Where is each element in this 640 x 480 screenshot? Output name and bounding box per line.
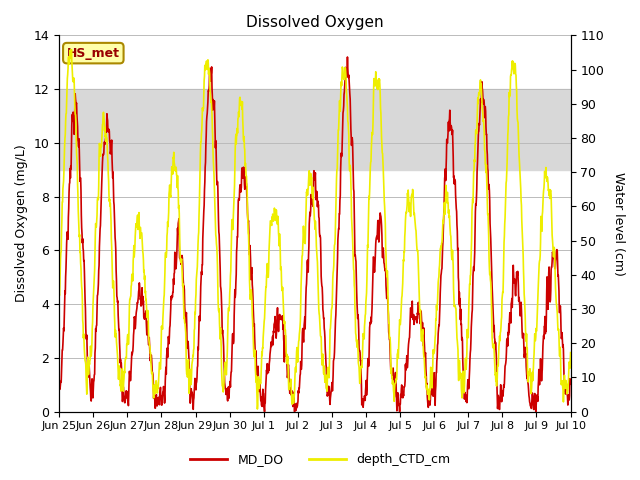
Text: HS_met: HS_met	[67, 47, 120, 60]
Legend: MD_DO, depth_CTD_cm: MD_DO, depth_CTD_cm	[185, 448, 455, 471]
Y-axis label: Water level (cm): Water level (cm)	[612, 171, 625, 276]
Title: Dissolved Oxygen: Dissolved Oxygen	[246, 15, 383, 30]
Bar	[59, 89, 571, 170]
Y-axis label: Dissolved Oxygen (mg/L): Dissolved Oxygen (mg/L)	[15, 144, 28, 302]
